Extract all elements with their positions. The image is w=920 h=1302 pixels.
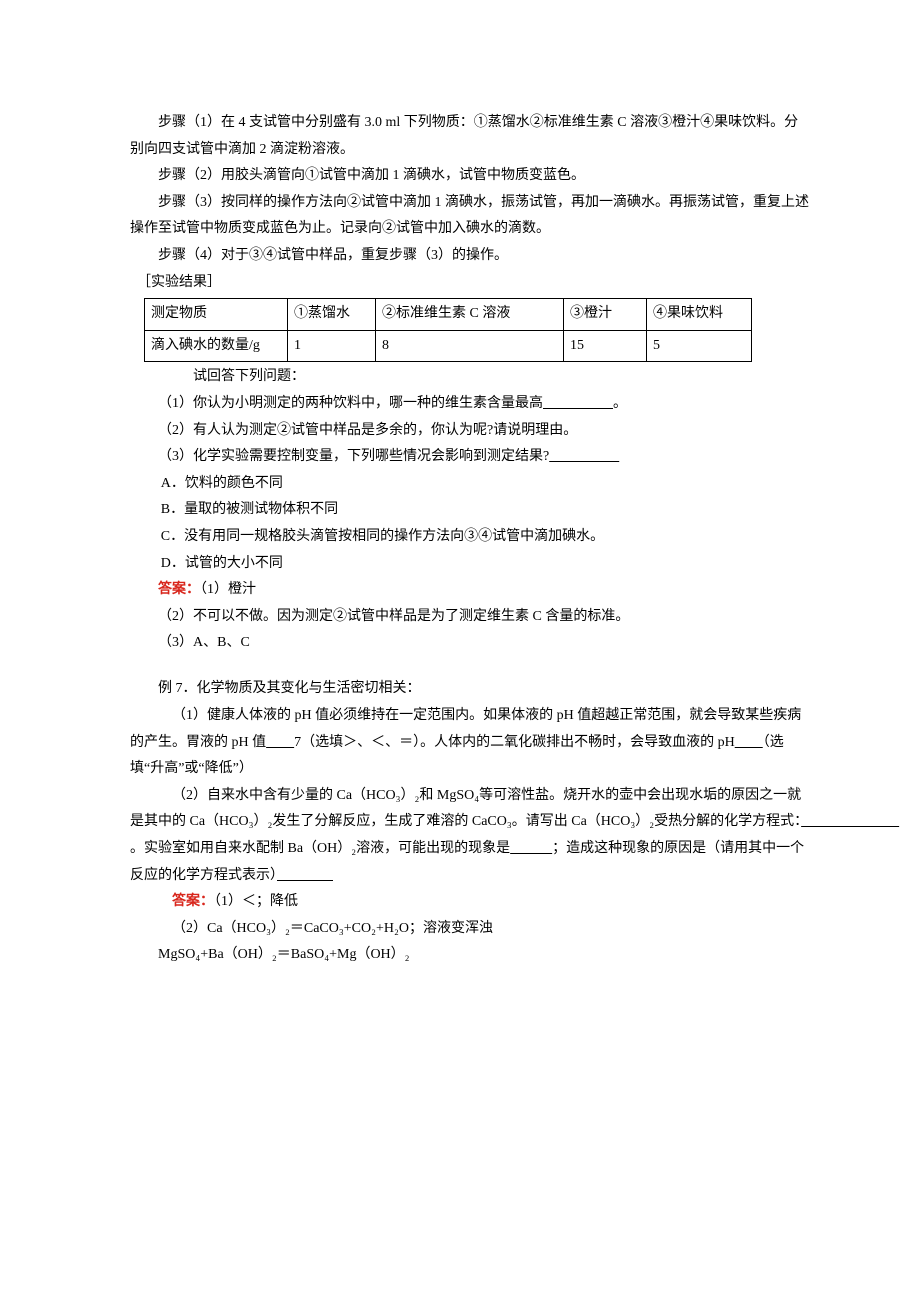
answer-line-1: 答案：（1）橙汁 [130, 577, 810, 604]
answer-3: （3）A、B、C [130, 630, 810, 657]
ex7-blank-3 [801, 814, 899, 829]
ex7-blank-4 [510, 841, 552, 856]
option-a: A．饮料的颜色不同 [130, 471, 810, 498]
cell-row-header: 滴入碘水的数量/g [145, 330, 288, 362]
q1-text: （1）你认为小明测定的两种饮料中，哪一种的维生素含量最高 [158, 396, 543, 411]
question-1: （1）你认为小明测定的两种饮料中，哪一种的维生素含量最高 。 [130, 391, 810, 418]
cell-col3-header: ③橙汁 [564, 299, 647, 331]
question-3: （3）化学实验需要控制变量，下列哪些情况会影响到测定结果? [130, 444, 810, 471]
ex7-p1: （1）健康人体液的 pH 值必须维持在一定范围内。如果体液的 pH 值超越正常范… [130, 703, 810, 783]
q3-blank [549, 449, 619, 464]
ex7-p2: （2）自来水中含有少量的 Ca（HCO₃）₂和 MgSO₄等可溶性盐。烧开水的壶… [130, 783, 810, 889]
ex7-answer-2: （2）Ca（HCO₃）₂＝CaCO₃+CO₂+H₂O；溶液变浑浊 [130, 916, 810, 943]
ex7-blank-5 [277, 868, 333, 883]
option-c: C．没有用同一规格胶头滴管按相同的操作方法向③④试管中滴加碘水。 [130, 524, 810, 551]
answer-2: （2）不可以不做。因为测定②试管中样品是为了测定维生素 C 含量的标准。 [130, 604, 810, 631]
answer-1: （1）橙汁 [200, 582, 256, 597]
table-row: 测定物质 ①蒸馏水 ②标准维生素 C 溶液 ③橙汁 ④果味饮料 [145, 299, 752, 331]
answer-label: 答案： [172, 894, 214, 909]
cell-col1-header: ①蒸馏水 [288, 299, 376, 331]
ex7-p2a: （2）自来水中含有少量的 Ca（HCO₃）₂和 MgSO₄等可溶性盐。烧开水的壶… [130, 788, 801, 830]
step-2: 步骤（2）用胶头滴管向①试管中滴加 1 滴碘水，试管中物质变蓝色。 [130, 163, 810, 190]
ex7-answer-3: MgSO₄+Ba（OH）₂＝BaSO₄+Mg（OH）₂ [130, 942, 810, 969]
ex7-p1b: 7（选填＞、＜、＝）。人体内的二氧化碳排出不畅时，会导致血液的 pH [294, 735, 735, 750]
option-b: B．量取的被测试物体积不同 [130, 497, 810, 524]
cell-substance-header: 测定物质 [145, 299, 288, 331]
q1-blank [543, 396, 613, 411]
cell-value: 15 [564, 330, 647, 362]
answer-label: 答案： [158, 582, 200, 597]
example-7-title: 例 7．化学物质及其变化与生活密切相关： [130, 676, 810, 703]
ex7-answer-line-1: 答案：（1）＜；降低 [130, 889, 810, 916]
table-row: 滴入碘水的数量/g 1 8 15 5 [145, 330, 752, 362]
option-d: D．试管的大小不同 [130, 551, 810, 578]
cell-value: 8 [376, 330, 564, 362]
cell-col4-header: ④果味饮料 [647, 299, 752, 331]
result-label: ［实验结果］ [130, 270, 810, 297]
step-3: 步骤（3）按同样的操作方法向②试管中滴加 1 滴碘水，振荡试管，再加一滴碘水。再… [130, 190, 810, 243]
ex7-blank-2 [735, 735, 763, 750]
result-table: 测定物质 ①蒸馏水 ②标准维生素 C 溶液 ③橙汁 ④果味饮料 滴入碘水的数量/… [144, 298, 752, 362]
cell-value: 5 [647, 330, 752, 362]
ex7-p2b: 。实验室如用自来水配制 Ba（OH）₂溶液，可能出现的现象是 [130, 841, 510, 856]
ex7-blank-1 [266, 735, 294, 750]
ex7-answer-1: （1）＜；降低 [214, 894, 298, 909]
question-2: （2）有人认为测定②试管中样品是多余的，你认为呢?请说明理由。 [130, 418, 810, 445]
cell-value: 1 [288, 330, 376, 362]
questions-lead: 试回答下列问题： [130, 364, 810, 391]
q3-text: （3）化学实验需要控制变量，下列哪些情况会影响到测定结果? [158, 449, 549, 464]
cell-col2-header: ②标准维生素 C 溶液 [376, 299, 564, 331]
step-4: 步骤（4）对于③④试管中样品，重复步骤（3）的操作。 [130, 243, 810, 270]
step-1: 步骤（1）在 4 支试管中分别盛有 3.0 ml 下列物质：①蒸馏水②标准维生素… [130, 110, 810, 163]
q1-tail: 。 [613, 396, 627, 411]
